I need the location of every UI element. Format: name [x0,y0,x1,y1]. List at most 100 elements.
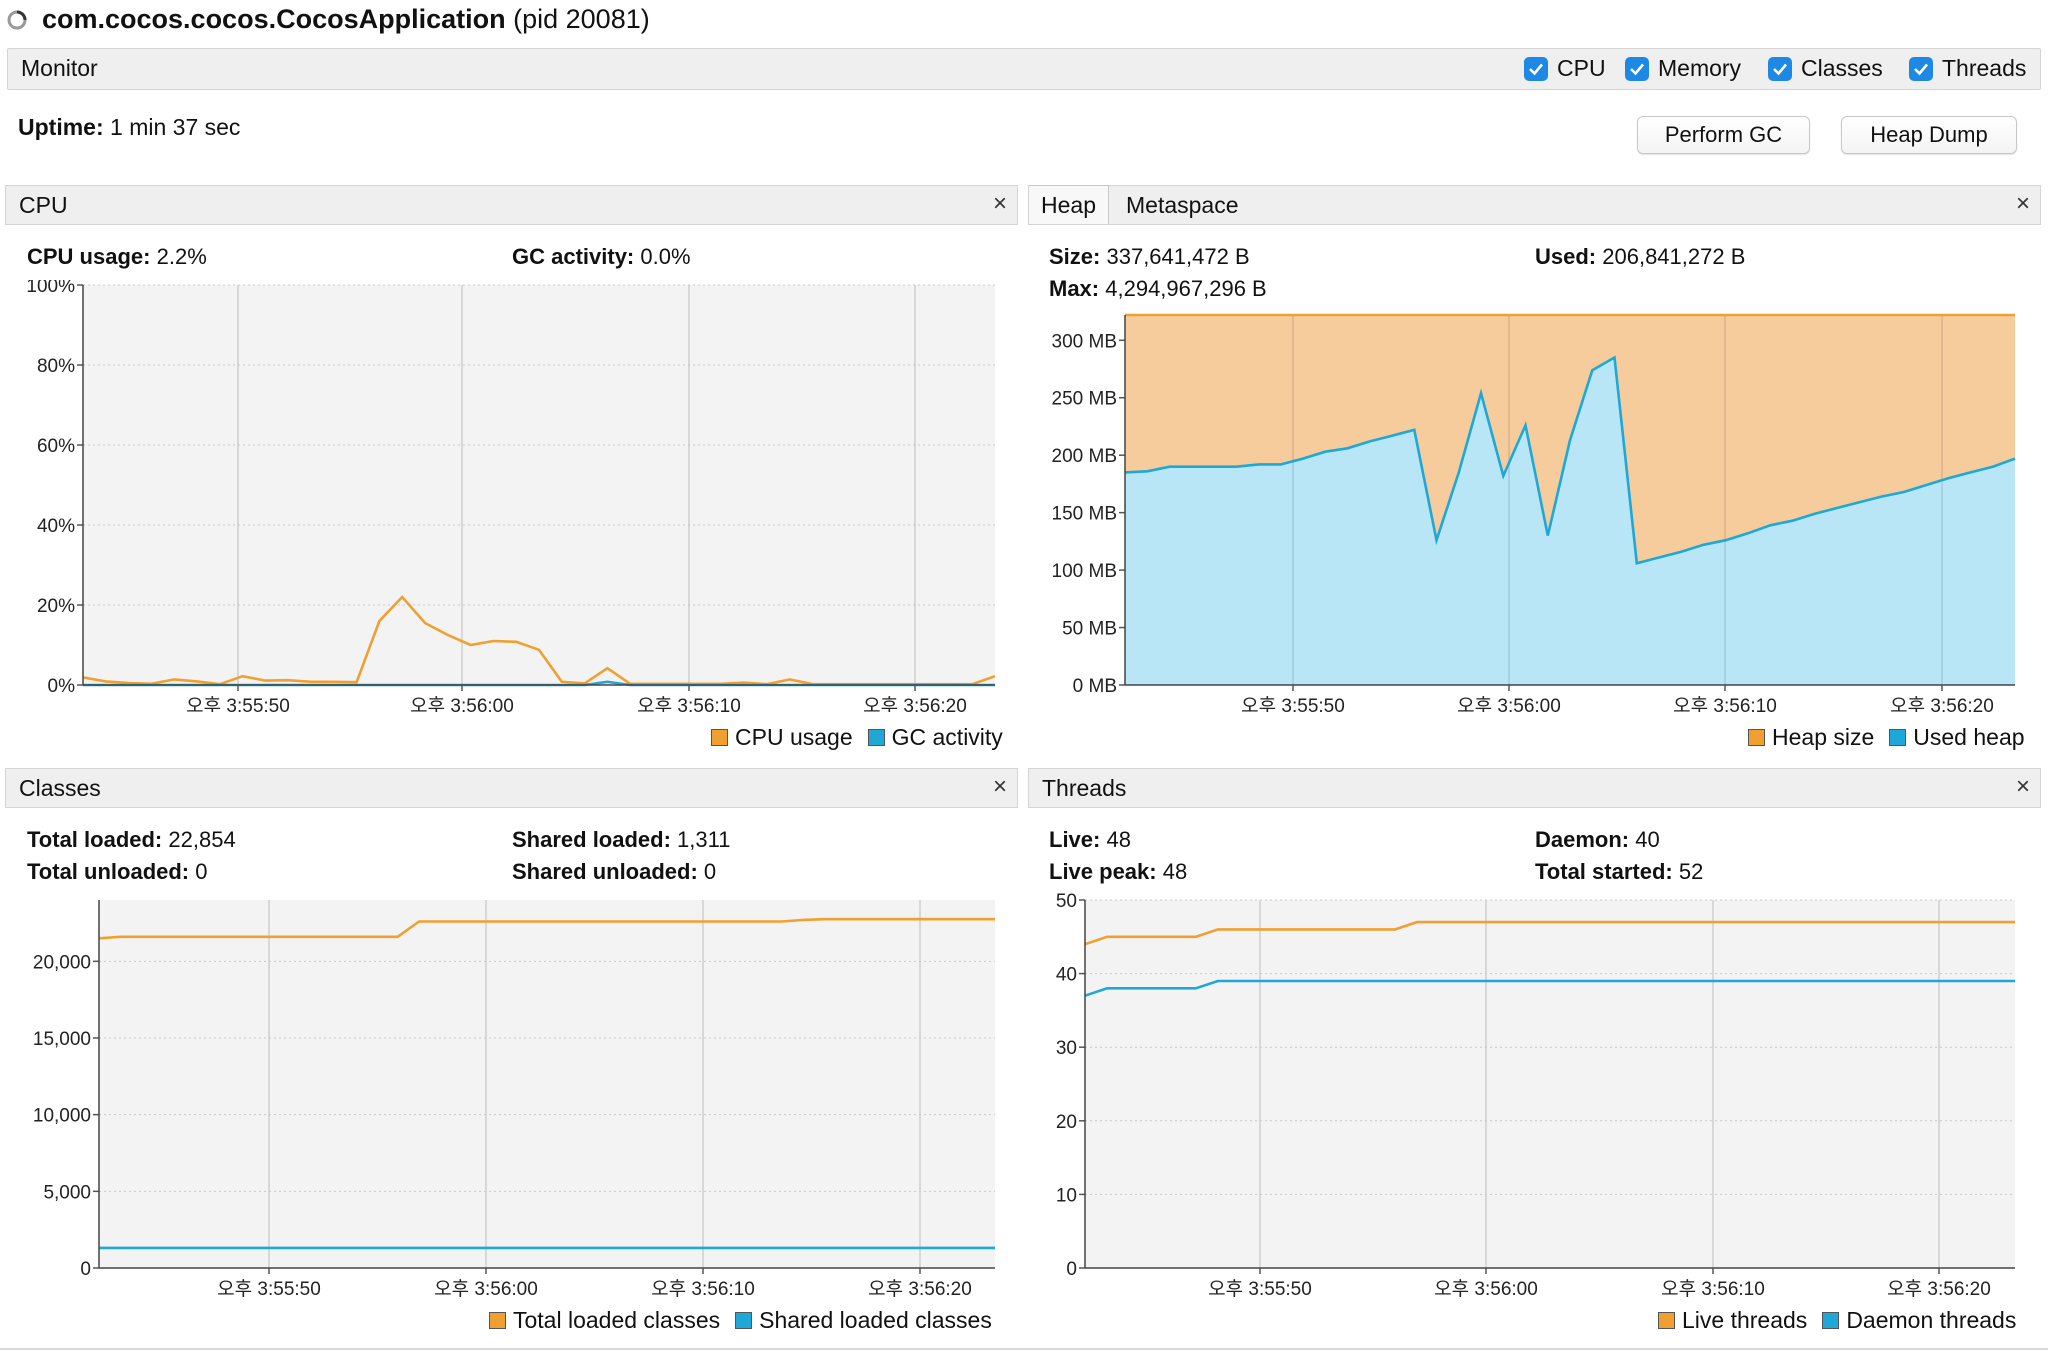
close-icon[interactable]: × [2015,190,2030,217]
threads-chart: 50 40 30 20 10 0 오후 3:55:50 오후 3:56:00 오후 3:56:1… [1056,891,2015,1298]
heap-size-swatch [1748,729,1765,746]
classes-checkbox-label: Classes [1801,55,1883,81]
memory-panel-header: Heap Metaspace × [1028,185,2041,225]
cpu-plot-area [83,285,995,685]
live-threads-legend-label: Live threads [1682,1307,1808,1333]
classes-xtick-label: 오후 3:56:00 [434,1278,538,1298]
cpu-ytick-label: 20% [37,596,75,617]
cpu-usage-value: 2.2% [156,244,207,269]
cpu-xtick-label: 오후 3:56:20 [863,695,967,712]
heap-xtick-label: 오후 3:56:20 [1890,695,1994,712]
close-icon[interactable]: × [2015,773,2030,800]
cpu-checkbox-label: CPU [1557,55,1606,81]
shared-loaded-label: Shared loaded: [512,827,671,852]
total-loaded-label: Total loaded: [27,827,163,852]
heap-xtick-label: 오후 3:55:50 [1241,695,1345,712]
threads-ytick-label: 40 [1056,965,1077,986]
gc-activity-value: 0.0% [640,244,691,269]
classes-ytick-label: 0 [80,1259,91,1280]
classes-ytick-label: 15,000 [33,1029,91,1050]
live-peak-value: 48 [1162,859,1188,884]
uptime-label: Uptime: [18,114,104,140]
total-started-label: Total started: [1535,859,1673,884]
loading-spinner-icon [7,10,27,30]
close-icon[interactable]: × [992,773,1007,800]
threads-ytick-label: 0 [1066,1259,1077,1280]
classes-checkbox[interactable]: Classes [1768,55,1883,82]
gc-activity-label: GC activity: [512,244,635,269]
cpu-ytick-label: 0% [48,676,76,697]
heap-used-stat: Used: 206,841,272 B [1535,244,1745,270]
heap-ytick-label: 50 MB [1062,619,1117,640]
live-threads-swatch [1658,1312,1675,1329]
live-peak-label: Live peak: [1049,859,1157,884]
threads-panel-title: Threads [1042,775,1127,801]
threads-xtick-label: 오후 3:56:20 [1887,1278,1991,1298]
tab-heap[interactable]: Heap [1029,185,1109,224]
shared-unloaded-value: 0 [703,859,717,884]
daemon-threads-swatch [1822,1312,1840,1329]
used-heap-area [1125,357,2015,685]
cpu-ytick-label: 40% [37,516,75,537]
heap-max-label: Max: [1049,276,1100,301]
threads-panel-header: Threads × [1028,768,2041,808]
checkmark-icon [1524,56,1548,81]
tab-metaspace[interactable]: Metaspace [1126,192,1239,218]
daemon-threads-legend-label: Daemon threads [1846,1307,2017,1333]
gc-activity-legend-label: GC activity [891,724,1003,750]
live-threads-label: Live: [1049,827,1101,852]
total-loaded-classes-legend-label: Total loaded classes [513,1307,721,1333]
checkmark-icon [1768,56,1792,81]
cpu-panel-title: CPU [19,192,68,218]
threads-xtick-label: 오후 3:56:10 [1661,1278,1765,1298]
threads-ytick-label: 10 [1056,1185,1077,1206]
uptime-value: 1 min 37 sec [110,114,241,140]
cpu-ytick-label: 60% [37,436,75,457]
memory-checkbox[interactable]: Memory [1625,55,1741,82]
window-title: com.cocos.cocos.CocosApplication (pid 20… [42,4,650,35]
total-started-value: 52 [1678,859,1704,884]
heap-size-value: 337,641,472 B [1106,244,1250,269]
classes-panel-header: Classes × [5,768,1018,808]
classes-series-total-loaded-classes [98,917,995,940]
classes-plot-area [99,900,995,1268]
shared-loaded-value: 1,311 [677,827,731,852]
cpu-ytick-label: 80% [37,356,75,377]
heap-chart: 300 MB 250 MB 200 MB 150 MB 100 MB 50 MB 0 MB 오… [1052,313,2016,712]
cpu-xtick-label: 오후 3:55:50 [186,695,290,712]
heap-size-label: Size: [1049,244,1101,269]
close-icon[interactable]: × [992,190,1007,217]
used-heap-legend-label: Used heap [1913,724,2025,750]
classes-xtick-label: 오후 3:55:50 [217,1278,321,1298]
live-peak-stat: Live peak: 48 [1049,859,1187,885]
shared-loaded-classes-legend-label: Shared loaded classes [759,1307,992,1333]
cpu-usage-label: CPU usage: [27,244,151,269]
cpu-legend: CPU usage GC activity [711,724,1003,751]
total-unloaded-stat: Total unloaded: 0 [27,859,208,885]
uptime: Uptime: 1 min 37 sec [18,114,240,141]
shared-loaded-classes-swatch [735,1312,753,1329]
total-unloaded-label: Total unloaded: [27,859,190,884]
perform-gc-button[interactable]: Perform GC [1637,116,1810,154]
threads-plot-area [1085,900,2015,1268]
heap-ytick-label: 300 MB [1052,331,1117,352]
threads-legend: Live threads Daemon threads [1658,1307,2016,1334]
heap-dump-button[interactable]: Heap Dump [1841,116,2017,154]
cpu-xtick-label: 오후 3:56:00 [410,695,514,712]
heap-max-stat: Max: 4,294,967,296 B [1049,276,1267,302]
classes-panel-title: Classes [19,775,101,801]
total-loaded-classes-swatch [489,1312,506,1329]
shared-loaded-stat: Shared loaded: 1,311 [512,827,730,853]
threads-checkbox-label: Threads [1942,55,2027,81]
cpu-checkbox[interactable]: CPU [1524,55,1606,82]
checkmark-icon [1625,56,1649,81]
threads-series-daemon-threads [1084,979,2015,997]
classes-chart: 20,000 15,000 10,000 5,000 0 오후 3:55:50 오후 3:5… [33,900,995,1298]
threads-checkbox[interactable]: Threads [1909,55,2026,82]
app-name: com.cocos.cocos.CocosApplication [42,4,506,34]
checkmark-icon [1909,56,1933,81]
cpu-xtick-label: 오후 3:56:10 [637,695,741,712]
classes-legend: Total loaded classes Shared loaded class… [489,1307,992,1334]
total-started-stat: Total started: 52 [1535,859,1703,885]
threads-series-live-threads [1084,920,2015,946]
